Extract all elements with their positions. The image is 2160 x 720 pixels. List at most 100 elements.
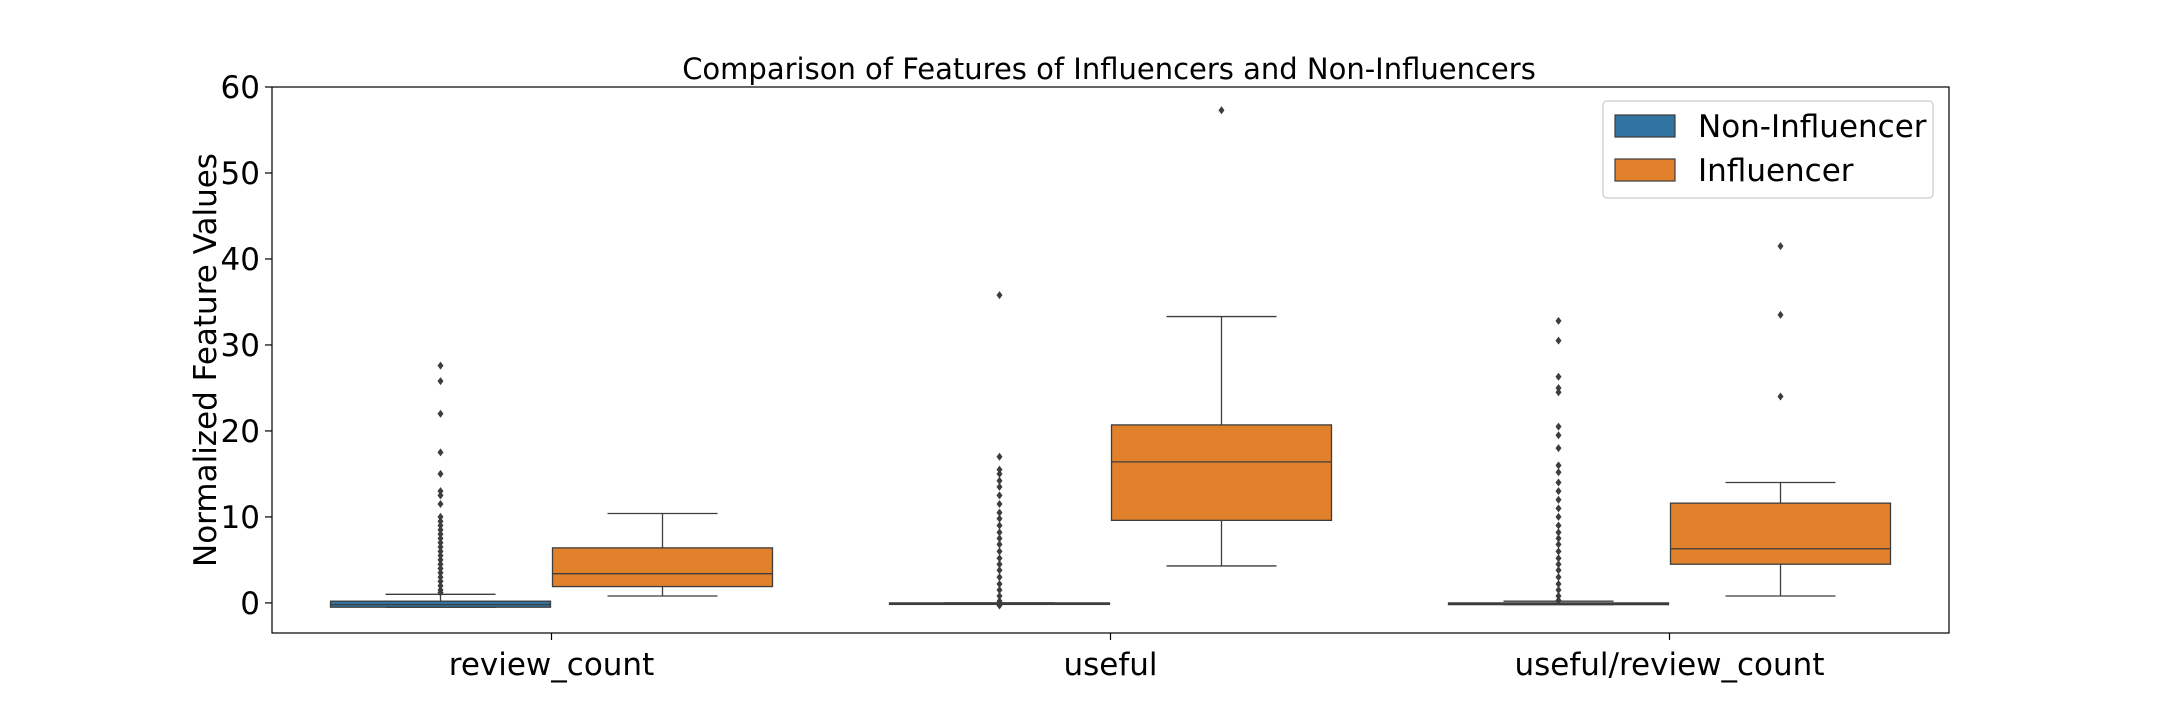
chart-title: Comparison of Features of Influencers an… bbox=[682, 52, 1536, 86]
outlier-non-influencer-review-count bbox=[437, 409, 444, 418]
outlier-non-influencer-useful bbox=[996, 534, 1003, 543]
outlier-non-influencer-useful bbox=[996, 573, 1003, 582]
outlier-non-influencer-review-count bbox=[437, 551, 444, 560]
outlier-non-influencer-useful-review-count bbox=[1555, 487, 1562, 496]
outlier-non-influencer-review-count bbox=[437, 487, 444, 496]
y-tick-label: 20 bbox=[221, 414, 260, 450]
outlier-non-influencer-useful bbox=[996, 521, 1003, 530]
outlier-non-influencer-useful bbox=[996, 452, 1003, 461]
outlier-non-influencer-useful-review-count bbox=[1555, 316, 1562, 325]
y-tick-label: 10 bbox=[221, 500, 260, 536]
outlier-non-influencer-useful-review-count bbox=[1555, 560, 1562, 569]
outlier-non-influencer-useful-review-count bbox=[1555, 579, 1562, 588]
outlier-non-influencer-useful-review-count bbox=[1555, 534, 1562, 543]
outlier-non-influencer-review-count bbox=[437, 525, 444, 534]
outlier-non-influencer-useful-review-count bbox=[1555, 592, 1562, 601]
outlier-non-influencer-useful-review-count bbox=[1555, 573, 1562, 582]
outlier-non-influencer-useful-review-count bbox=[1555, 540, 1562, 549]
y-tick-label: 40 bbox=[221, 242, 260, 278]
outlier-influencer-useful-review-count bbox=[1777, 242, 1784, 251]
outlier-non-influencer-review-count bbox=[437, 543, 444, 552]
outlier-non-influencer-useful-review-count bbox=[1555, 554, 1562, 563]
x-tick-label: useful bbox=[1063, 647, 1157, 683]
box-influencer-useful-review-count bbox=[1669, 502, 1892, 565]
legend-swatch-influencer bbox=[1614, 158, 1676, 182]
outlier-non-influencer-review-count bbox=[437, 512, 444, 521]
outlier-non-influencer-useful bbox=[996, 547, 1003, 556]
outlier-non-influencer-useful bbox=[996, 291, 1003, 300]
outlier-non-influencer-useful bbox=[996, 482, 1003, 491]
outlier-non-influencer-useful bbox=[996, 508, 1003, 517]
outlier-influencer-useful-review-count bbox=[1777, 392, 1784, 401]
outlier-non-influencer-review-count bbox=[437, 581, 444, 590]
plot-frame bbox=[271, 86, 1950, 634]
legend-swatch-non-influencer bbox=[1614, 114, 1676, 138]
outlier-non-influencer-useful-review-count bbox=[1555, 596, 1562, 605]
box-influencer-review-count bbox=[551, 547, 774, 588]
outlier-non-influencer-useful bbox=[996, 601, 1003, 610]
outlier-non-influencer-useful bbox=[996, 579, 1003, 588]
x-tick-label: useful/review_count bbox=[1515, 647, 1825, 683]
y-tick-label: 60 bbox=[221, 70, 260, 106]
outlier-non-influencer-useful-review-count bbox=[1555, 504, 1562, 513]
outlier-non-influencer-review-count bbox=[437, 469, 444, 478]
outlier-non-influencer-review-count bbox=[437, 560, 444, 569]
outlier-non-influencer-review-count bbox=[437, 534, 444, 543]
outlier-non-influencer-useful bbox=[996, 528, 1003, 537]
outlier-non-influencer-useful-review-count bbox=[1555, 566, 1562, 575]
outlier-non-influencer-useful-review-count bbox=[1555, 547, 1562, 556]
outlier-non-influencer-review-count bbox=[437, 547, 444, 556]
outlier-non-influencer-useful bbox=[996, 560, 1003, 569]
outlier-non-influencer-useful-review-count bbox=[1555, 478, 1562, 487]
outlier-non-influencer-useful bbox=[996, 469, 1003, 478]
x-tick-label: review_count bbox=[449, 647, 654, 683]
outlier-non-influencer-review-count bbox=[437, 530, 444, 539]
outlier-non-influencer-useful bbox=[996, 566, 1003, 575]
outlier-non-influencer-useful bbox=[996, 491, 1003, 500]
outlier-non-influencer-useful bbox=[996, 540, 1003, 549]
outlier-non-influencer-useful-review-count bbox=[1555, 468, 1562, 477]
outlier-non-influencer-review-count bbox=[437, 377, 444, 386]
outlier-non-influencer-useful-review-count bbox=[1555, 431, 1562, 440]
y-tick-label: 50 bbox=[221, 156, 260, 192]
outlier-non-influencer-useful-review-count bbox=[1555, 521, 1562, 530]
outlier-non-influencer-review-count bbox=[437, 538, 444, 547]
legend-label-influencer: Influencer bbox=[1698, 153, 1854, 189]
outlier-non-influencer-useful-review-count bbox=[1555, 388, 1562, 397]
outlier-non-influencer-useful-review-count bbox=[1555, 461, 1562, 470]
legend-label-non-influencer: Non-Influencer bbox=[1698, 109, 1927, 145]
outlier-non-influencer-review-count bbox=[437, 577, 444, 586]
outlier-non-influencer-useful bbox=[996, 500, 1003, 509]
outlier-non-influencer-review-count bbox=[437, 564, 444, 573]
outlier-influencer-useful bbox=[1218, 106, 1225, 115]
y-axis-label: Normalized Feature Values bbox=[188, 153, 224, 567]
outlier-non-influencer-useful-review-count bbox=[1555, 528, 1562, 537]
outlier-non-influencer-useful bbox=[996, 465, 1003, 474]
outlier-non-influencer-useful-review-count bbox=[1555, 422, 1562, 431]
outlier-non-influencer-review-count bbox=[437, 573, 444, 582]
outlier-non-influencer-useful-review-count bbox=[1555, 495, 1562, 504]
legend: Non-Influencer Influencer bbox=[1602, 100, 1934, 199]
outlier-non-influencer-useful-review-count bbox=[1555, 336, 1562, 345]
outlier-non-influencer-review-count bbox=[437, 555, 444, 564]
outlier-non-influencer-review-count bbox=[437, 517, 444, 526]
outlier-non-influencer-review-count bbox=[437, 521, 444, 530]
outlier-non-influencer-useful bbox=[996, 476, 1003, 485]
outlier-non-influencer-useful-review-count bbox=[1555, 444, 1562, 453]
outlier-influencer-useful-review-count bbox=[1777, 310, 1784, 319]
outlier-non-influencer-useful-review-count bbox=[1555, 372, 1562, 381]
outlier-non-influencer-useful-review-count bbox=[1555, 512, 1562, 521]
outlier-non-influencer-useful bbox=[996, 592, 1003, 601]
outlier-non-influencer-review-count bbox=[437, 491, 444, 500]
outlier-non-influencer-review-count bbox=[437, 361, 444, 370]
outlier-non-influencer-review-count bbox=[437, 448, 444, 457]
outlier-non-influencer-useful bbox=[996, 586, 1003, 595]
outlier-non-influencer-useful-review-count bbox=[1555, 586, 1562, 595]
outlier-non-influencer-useful bbox=[996, 554, 1003, 563]
outlier-non-influencer-review-count bbox=[437, 568, 444, 577]
outlier-non-influencer-useful bbox=[996, 597, 1003, 606]
plot-area: 0 10 20 30 40 50 60 review_count useful useful/re… bbox=[221, 70, 1892, 683]
y-tick-label: 0 bbox=[240, 586, 260, 622]
legend-frame bbox=[1602, 100, 1934, 199]
